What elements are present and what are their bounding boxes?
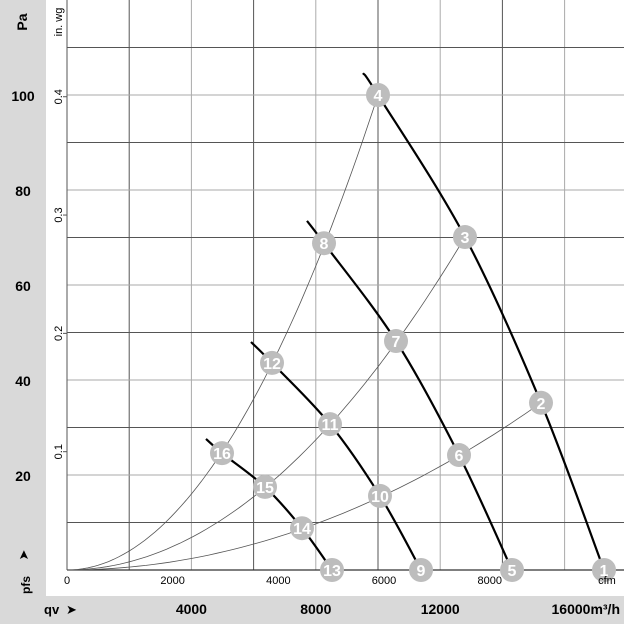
cfm-tick-label: 4000 — [266, 575, 290, 587]
m3h-tick-label: 4000 — [176, 601, 207, 617]
cfm-tick-label: 2000 — [160, 575, 184, 587]
fan-curve — [362, 72, 606, 571]
operating-point-label: 3 — [461, 230, 470, 247]
operating-point-16: 16 — [210, 441, 235, 466]
operating-point-12: 12 — [260, 350, 285, 375]
operating-point-marker — [528, 390, 553, 415]
operating-point-marker — [366, 83, 390, 107]
operating-point-1: 1 — [592, 558, 617, 582]
bottom-strip — [0, 596, 624, 624]
operating-point-marker — [384, 329, 409, 354]
cfm-tick-label: cfm — [598, 575, 616, 587]
operating-point-3: 3 — [452, 225, 477, 250]
operating-point-14: 14 — [289, 516, 314, 541]
operating-point-label: 9 — [417, 563, 426, 580]
operating-point-15: 15 — [253, 474, 278, 499]
operating-point-marker — [592, 558, 617, 582]
operating-point-label: 5 — [508, 563, 517, 580]
operating-point-marker — [452, 225, 477, 250]
fan-curve — [306, 220, 514, 571]
operating-point-marker — [500, 558, 525, 582]
operating-point-marker — [253, 474, 278, 499]
axis-labels: Pa in. wg pfs ➤ qv ➤ 204060801000.10.20.… — [11, 8, 620, 617]
operating-point-marker — [260, 350, 285, 375]
operating-point-label: 10 — [371, 489, 389, 506]
operating-point-marker — [210, 441, 235, 466]
operating-point-label: 4 — [374, 88, 383, 105]
operating-point-8: 8 — [312, 231, 337, 256]
operating-point-marker — [318, 412, 343, 437]
qv-label: qv — [44, 602, 60, 617]
operating-point-label: 14 — [293, 521, 311, 538]
operating-point-label: 16 — [213, 446, 231, 463]
inwg-unit-label: in. wg — [53, 8, 65, 37]
m3h-tick-label: 8000 — [300, 601, 331, 617]
m3h-tick-label: 16000m³/h — [552, 601, 620, 617]
inwg-tick-label: 0.2 — [53, 326, 65, 341]
operating-point-7: 7 — [384, 329, 409, 354]
inwg-tick-label: 0.4 — [53, 89, 65, 104]
grid — [66, 0, 624, 571]
operating-point-label: 8 — [320, 236, 329, 253]
m3h-tick-label: 12000 — [421, 601, 460, 617]
pa-tick-label: 20 — [15, 468, 31, 484]
operating-point-4: 4 — [366, 83, 390, 107]
operating-point-marker — [289, 516, 314, 541]
inwg-tick-label: 0.1 — [53, 444, 65, 459]
pfs-label: pfs — [19, 576, 33, 594]
pfs-arrow-icon: ➤ — [16, 549, 31, 560]
operating-point-9: 9 — [409, 558, 434, 582]
operating-point-marker — [367, 483, 392, 508]
left-strip — [0, 0, 46, 624]
operating-point-label: 11 — [322, 417, 339, 434]
pa-tick-label: 40 — [15, 373, 31, 389]
operating-point-marker — [320, 558, 345, 582]
operating-point-label: 2 — [537, 396, 546, 413]
pa-tick-label: 100 — [11, 88, 35, 104]
qv-arrow-icon: ➤ — [66, 602, 77, 617]
operating-point-10: 10 — [367, 483, 392, 508]
operating-point-label: 7 — [392, 334, 401, 351]
pa-tick-label: 60 — [15, 278, 31, 294]
pa-tick-label: 80 — [15, 183, 31, 199]
operating-point-label: 6 — [455, 448, 464, 465]
cfm-tick-label: 6000 — [372, 575, 396, 587]
operating-point-marker — [312, 231, 337, 256]
fan-curve — [250, 341, 422, 571]
operating-point-6: 6 — [447, 443, 472, 468]
operating-point-marker — [409, 558, 434, 582]
pa-unit-label: Pa — [14, 13, 30, 30]
operating-point-5: 5 — [500, 558, 525, 582]
operating-point-2: 2 — [528, 390, 553, 415]
cfm-tick-label: 8000 — [477, 575, 501, 587]
operating-point-label: 13 — [323, 563, 341, 580]
cfm-tick-label: 0 — [64, 575, 70, 587]
operating-point-marker — [447, 443, 472, 468]
operating-point-label: 12 — [263, 356, 281, 373]
operating-point-label: 1 — [600, 563, 609, 580]
operating-point-11: 11 — [318, 412, 343, 437]
operating-point-label: 15 — [256, 480, 274, 497]
system-curve — [66, 236, 466, 571]
operating-point-13: 13 — [320, 558, 345, 582]
inwg-tick-label: 0.3 — [53, 207, 65, 222]
